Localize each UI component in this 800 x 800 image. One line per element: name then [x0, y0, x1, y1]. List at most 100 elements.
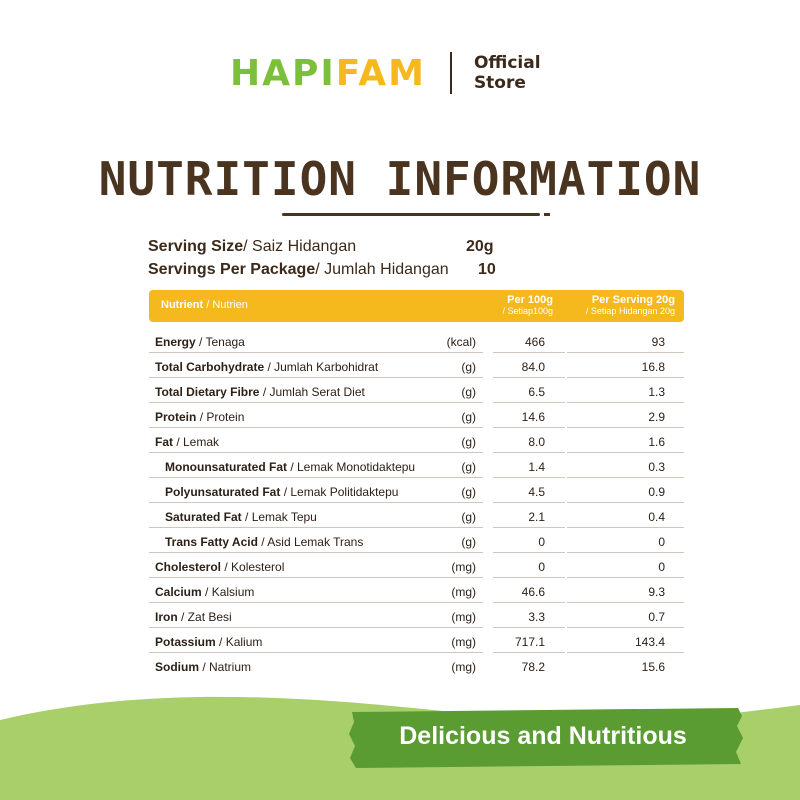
value-per-serving: 9.3	[648, 585, 665, 599]
row-divider	[493, 602, 565, 603]
value-per-100g: 46.6	[521, 585, 545, 599]
row-name: Iron / Zat Besi	[155, 610, 232, 624]
value-per-serving: 143.4	[634, 635, 665, 649]
row-name: Saturated Fat / Lemak Tepu	[165, 510, 317, 524]
table-row: Calcium / Kalsium (mg) 46.6 9.3	[149, 579, 684, 603]
header-per-serving: Per Serving 20g / Setiap Hidangan 20g	[559, 294, 675, 317]
row-name: Protein / Protein	[155, 410, 244, 424]
nutrient-name: Saturated Fat	[165, 510, 242, 524]
row-divider	[567, 377, 684, 378]
brush-banner	[349, 708, 743, 768]
nutrient-name-alt: / Protein	[199, 410, 245, 424]
row-divider	[567, 477, 684, 478]
table-row: Sodium / Natrium (mg) 78.2 15.6	[149, 654, 684, 678]
nutrient-unit: (mg)	[451, 660, 476, 674]
nutrient-unit: (g)	[461, 535, 476, 549]
value-per-100g: 717.1	[514, 635, 545, 649]
row-name: Total Carbohydrate / Jumlah Karbohidrat	[155, 360, 378, 374]
nutrient-unit: (g)	[461, 435, 476, 449]
row-divider	[567, 502, 684, 503]
row-divider	[567, 527, 684, 528]
value-per-serving: 2.9	[648, 410, 665, 424]
header-nutrient-alt: / Nutrien	[206, 299, 248, 311]
nutrient-name-alt: / Lemak Tepu	[245, 510, 317, 524]
serving-size-label-alt: / Saiz Hidangan	[243, 238, 357, 255]
nutrient-unit: (mg)	[451, 560, 476, 574]
nutrient-unit: (g)	[461, 385, 476, 399]
nutrient-name: Trans Fatty Acid	[165, 535, 258, 549]
servings-per-package-value: 10	[478, 261, 496, 278]
table-row: Saturated Fat / Lemak Tepu (g) 2.1 0.4	[149, 504, 684, 528]
nutrient-name-alt: / Lemak Politidaktepu	[283, 485, 399, 499]
value-per-100g: 3.3	[528, 610, 545, 624]
row-divider	[493, 552, 565, 553]
value-per-100g: 4.5	[528, 485, 545, 499]
nutrient-unit: (g)	[461, 360, 476, 374]
row-divider	[493, 502, 565, 503]
official-text: Official	[473, 53, 541, 73]
row-divider	[493, 652, 565, 653]
row-divider	[567, 427, 684, 428]
value-per-serving: 0.3	[648, 460, 665, 474]
row-divider	[567, 577, 684, 578]
row-divider	[149, 352, 483, 353]
page-title: NUTRITION INFORMATION	[98, 152, 702, 206]
row-divider	[493, 352, 565, 353]
table-row: Energy / Tenaga (kcal) 466 93	[149, 329, 684, 353]
nutrient-unit: (g)	[461, 410, 476, 424]
nutrient-name-alt: / Jumlah Karbohidrat	[267, 360, 379, 374]
nutrient-name-alt: / Asid Lemak Trans	[261, 535, 364, 549]
row-divider	[493, 477, 565, 478]
nutrient-unit: (g)	[461, 510, 476, 524]
row-name: Sodium / Natrium	[155, 660, 251, 674]
row-divider	[567, 552, 684, 553]
row-divider	[149, 527, 483, 528]
row-divider	[493, 527, 565, 528]
table-row: Potassium / Kalium (mg) 717.1 143.4	[149, 629, 684, 653]
nutrient-name-alt: / Tenaga	[199, 335, 245, 349]
nutrient-name: Polyunsaturated Fat	[165, 485, 281, 499]
value-per-serving: 1.6	[648, 435, 665, 449]
logo-hapi-text: HAPI	[230, 52, 336, 94]
value-per-100g: 466	[524, 335, 545, 349]
value-per-serving: 1.3	[648, 385, 665, 399]
row-divider	[149, 402, 483, 403]
value-per-serving: 0	[658, 560, 665, 574]
logo-divider	[449, 52, 452, 94]
serving-size-value: 20g	[466, 238, 494, 255]
header-per-100g-label: Per 100g	[507, 294, 553, 306]
row-divider	[493, 427, 565, 428]
row-divider	[493, 452, 565, 453]
row-divider	[149, 477, 483, 478]
row-divider	[567, 452, 684, 453]
servings-per-package-label: Servings Per Package	[148, 261, 316, 278]
row-divider	[567, 352, 684, 353]
table-row: Total Carbohydrate / Jumlah Karbohidrat …	[149, 354, 684, 378]
servings-per-package-label-alt: / Jumlah Hidangan	[315, 261, 449, 278]
table-row: Polyunsaturated Fat / Lemak Politidaktep…	[149, 479, 684, 503]
nutrient-name: Cholesterol	[155, 560, 222, 574]
nutrient-name: Monounsaturated Fat	[165, 460, 287, 474]
nutrient-name: Protein	[155, 410, 197, 424]
nutrient-name: Total Dietary Fibre	[155, 385, 260, 399]
value-per-100g: 78.2	[521, 660, 545, 674]
value-per-serving: 0.9	[648, 485, 665, 499]
nutrient-name: Energy	[155, 335, 196, 349]
row-divider	[149, 652, 483, 653]
row-name: Monounsaturated Fat / Lemak Monotidaktep…	[165, 460, 415, 474]
store-text: Store	[473, 73, 526, 93]
nutrition-table-header: Nutrient / Nutrien Per 100g / Setiap100g…	[149, 290, 684, 322]
row-name: Energy / Tenaga	[155, 335, 245, 349]
nutrient-unit: (mg)	[451, 635, 476, 649]
table-row: Trans Fatty Acid / Asid Lemak Trans (g) …	[149, 529, 684, 553]
header-nutrient-label: Nutrient	[161, 299, 204, 311]
nutrient-name: Fat	[155, 435, 173, 449]
value-per-100g: 2.1	[528, 510, 545, 524]
header-nutrient: Nutrient / Nutrien	[161, 299, 248, 311]
table-row: Fat / Lemak (g) 8.0 1.6	[149, 429, 684, 453]
nutrient-unit: (g)	[461, 460, 476, 474]
value-per-100g: 1.4	[528, 460, 545, 474]
value-per-serving: 16.8	[641, 360, 665, 374]
nutrient-name-alt: / Zat Besi	[181, 610, 232, 624]
nutrient-unit: (mg)	[451, 585, 476, 599]
